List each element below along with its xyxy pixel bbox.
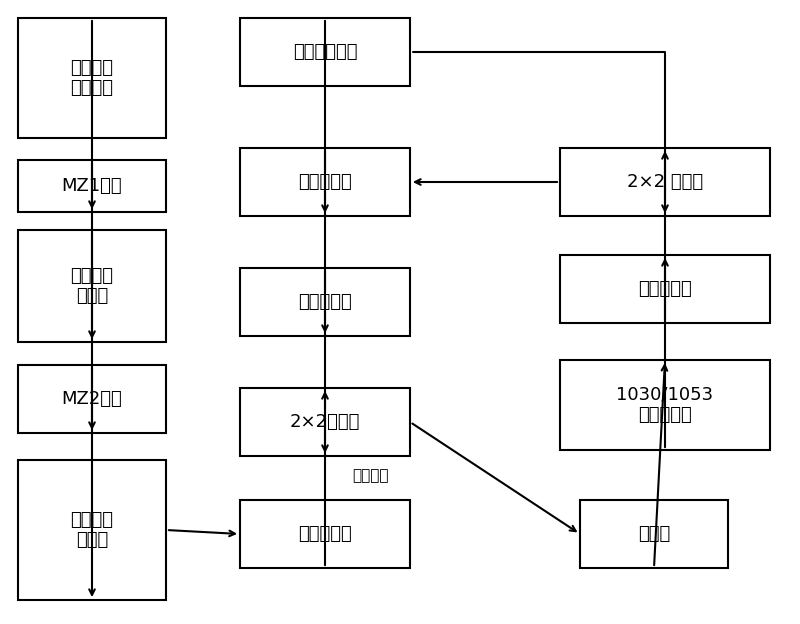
Text: 相位调制器: 相位调制器 [298,173,352,191]
Text: 1030/1053
波分复用器: 1030/1053 波分复用器 [617,386,714,424]
Bar [560,255,770,323]
Bar [240,500,410,568]
Bar [240,148,410,216]
Bar [18,460,166,600]
Text: MZ2开关: MZ2开关 [62,390,122,408]
Text: 窄带滤波器: 窄带滤波器 [638,280,692,298]
Bar [18,18,166,138]
Text: 掺镱光纤
放大器: 掺镱光纤 放大器 [70,510,114,549]
Text: 相位调制器: 相位调制器 [298,293,352,311]
Text: 放大器: 放大器 [638,525,670,543]
Bar [560,360,770,450]
Text: 单纵模光
纤激光器: 单纵模光 纤激光器 [70,59,114,97]
Text: 输出啁啾脉冲: 输出啁啾脉冲 [293,43,358,61]
Bar [240,18,410,86]
Bar [18,365,166,433]
Bar [240,268,410,336]
Bar [580,500,728,568]
Text: 2×2光开关: 2×2光开关 [290,413,360,431]
Bar [560,148,770,216]
Bar [18,230,166,342]
Text: 2×2 光开关: 2×2 光开关 [627,173,703,191]
Text: MZ1开关: MZ1开关 [62,177,122,195]
Text: 窄带滤波器: 窄带滤波器 [298,525,352,543]
Bar [18,160,166,212]
Text: 方波输入: 方波输入 [352,469,389,484]
Text: 掺镱光纤
放大器: 掺镱光纤 放大器 [70,266,114,305]
Bar [240,388,410,456]
